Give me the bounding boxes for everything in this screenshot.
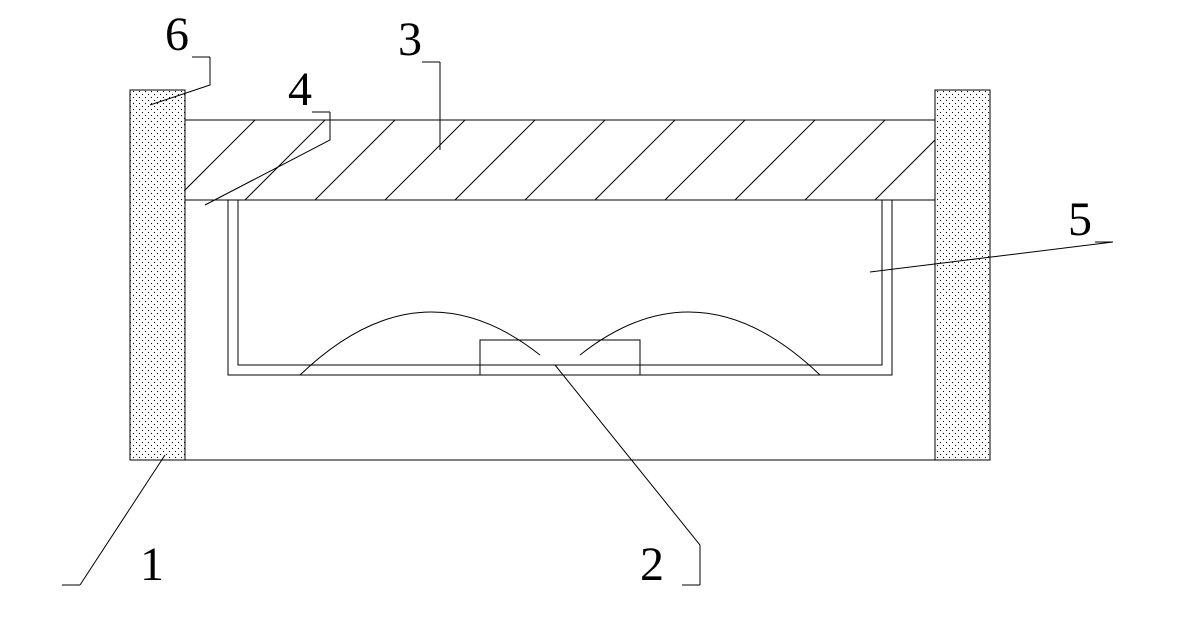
callout-label-3: 3 [398, 13, 422, 66]
callout-label-2: 2 [640, 538, 664, 591]
callout-label-6: 6 [165, 8, 189, 61]
figure: 1 2 3 4 5 6 [0, 0, 1195, 623]
callout-label-4: 4 [288, 63, 312, 116]
callout-label-1: 1 [140, 538, 164, 591]
callout-label-5: 5 [1068, 193, 1092, 246]
